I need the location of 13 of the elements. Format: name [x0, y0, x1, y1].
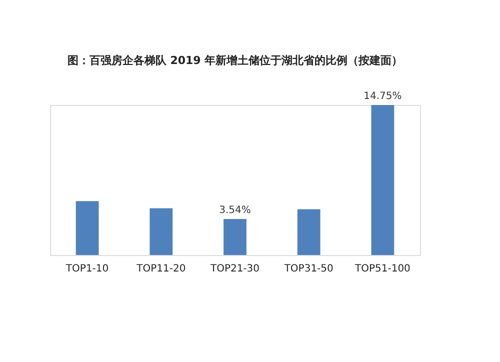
x-tick-label: TOP51-100: [354, 264, 410, 274]
data-label: 14.75%: [364, 91, 402, 102]
x-tick-label: TOP31-50: [283, 264, 334, 274]
x-tick-label: TOP11-20: [136, 264, 186, 274]
bar: [297, 209, 320, 255]
chart-title: 图：百强房企各梯队 2019 年新增土储位于湖北省的比例（按建面）: [67, 54, 403, 67]
data-label: 3.54%: [219, 205, 251, 216]
bar: [150, 208, 173, 255]
bar: [371, 105, 394, 255]
x-tick-label: TOP1-10: [64, 264, 109, 274]
x-tick-label: TOP21-30: [209, 264, 260, 274]
bar: [224, 219, 246, 255]
bar: [76, 201, 99, 255]
